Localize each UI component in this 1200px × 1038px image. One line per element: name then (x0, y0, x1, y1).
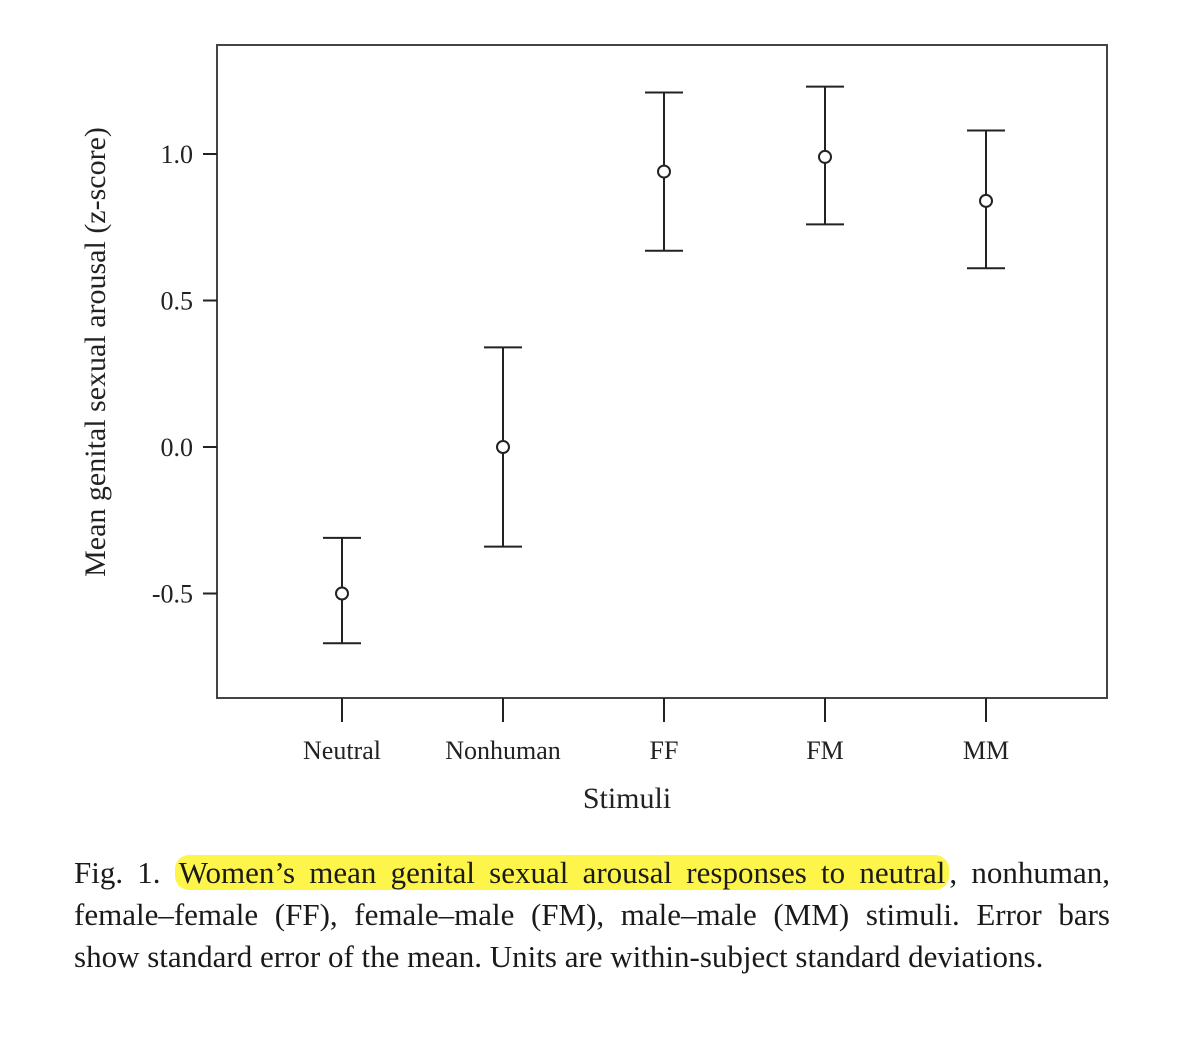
y-tick-label: 0.0 (161, 433, 194, 462)
data-marks (323, 85, 1005, 645)
data-point-ff (645, 91, 683, 252)
figure-caption: Fig. 1. Women’s mean genital sexual arou… (74, 852, 1110, 978)
y-axis: 1.0 0.5 0.0 -0.5 (152, 140, 217, 609)
mean-marker (335, 586, 349, 601)
caption-highlighted-text: Women’s mean genital sexual arousal resp… (174, 855, 950, 890)
x-tick-label: MM (963, 736, 1009, 765)
x-tick-label: FF (650, 736, 679, 765)
y-axis-title: Mean genital sexual arousal (z-score) (79, 127, 112, 577)
chart: 1.0 0.5 0.0 -0.5 Neutral Nonhuman FF FM MM Mean… (79, 44, 1108, 815)
data-point-neutral (323, 536, 361, 645)
plot-frame (216, 44, 1108, 699)
data-point-mm (967, 129, 1005, 270)
data-point-nonhuman (484, 346, 522, 548)
x-tick-label: Neutral (303, 736, 381, 765)
mean-marker (818, 149, 832, 164)
y-tick-label: 0.5 (161, 287, 194, 316)
x-axis-title: Stimuli (583, 782, 671, 815)
data-point-fm (806, 85, 844, 226)
caption-label: Fig. 1. (74, 855, 161, 890)
x-tick-label: Nonhuman (445, 736, 561, 765)
y-tick-label: -0.5 (152, 580, 193, 609)
caption-text: , nonhuman, female–female (FF), female–m… (74, 855, 1110, 974)
mean-marker (657, 164, 671, 179)
x-axis: Neutral Nonhuman FF FM MM (303, 698, 1009, 765)
x-tick-label: FM (806, 736, 844, 765)
y-tick-label: 1.0 (161, 140, 194, 169)
mean-marker (496, 440, 510, 454)
mean-marker (979, 193, 993, 208)
